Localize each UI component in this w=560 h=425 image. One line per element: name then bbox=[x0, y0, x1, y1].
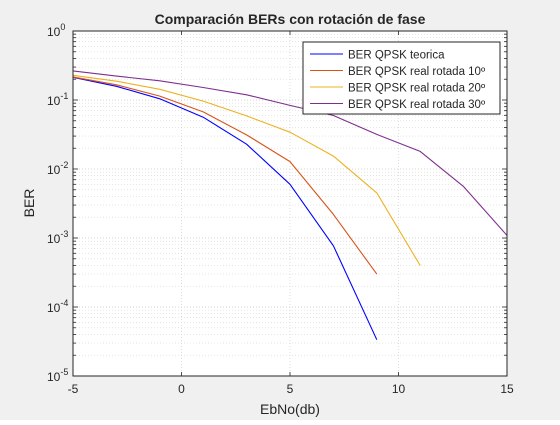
x-tick-label: 0 bbox=[178, 382, 185, 396]
legend-label-1: BER QPSK teorica bbox=[348, 50, 445, 62]
legend: BER QPSK teorica BER QPSK real rotada 10º… bbox=[303, 42, 500, 114]
legend-label-2: BER QPSK real rotada 10º bbox=[348, 66, 486, 78]
y-tick-label: 10-2 bbox=[47, 160, 68, 177]
y-tick-label: 10-5 bbox=[47, 367, 68, 384]
x-tick-label: 5 bbox=[287, 382, 294, 396]
chart-title: Comparación BERs con rotación de fase bbox=[155, 11, 426, 27]
legend-label-4: BER QPSK real rotada 30º bbox=[348, 99, 486, 111]
y-tick-label: 100 bbox=[47, 22, 65, 39]
y-tick-label: 10-3 bbox=[47, 229, 68, 246]
x-axis-label: EbNo(db) bbox=[260, 401, 320, 417]
y-tick-label: 10-1 bbox=[47, 91, 68, 108]
y-axis-label: BER bbox=[21, 189, 37, 218]
legend-label-3: BER QPSK real rotada 20º bbox=[348, 83, 486, 95]
x-tick-label: 15 bbox=[500, 382, 514, 396]
x-tick-label: -5 bbox=[68, 382, 79, 396]
x-tick-label: 10 bbox=[392, 382, 406, 396]
y-tick-label: 10-4 bbox=[47, 298, 68, 315]
